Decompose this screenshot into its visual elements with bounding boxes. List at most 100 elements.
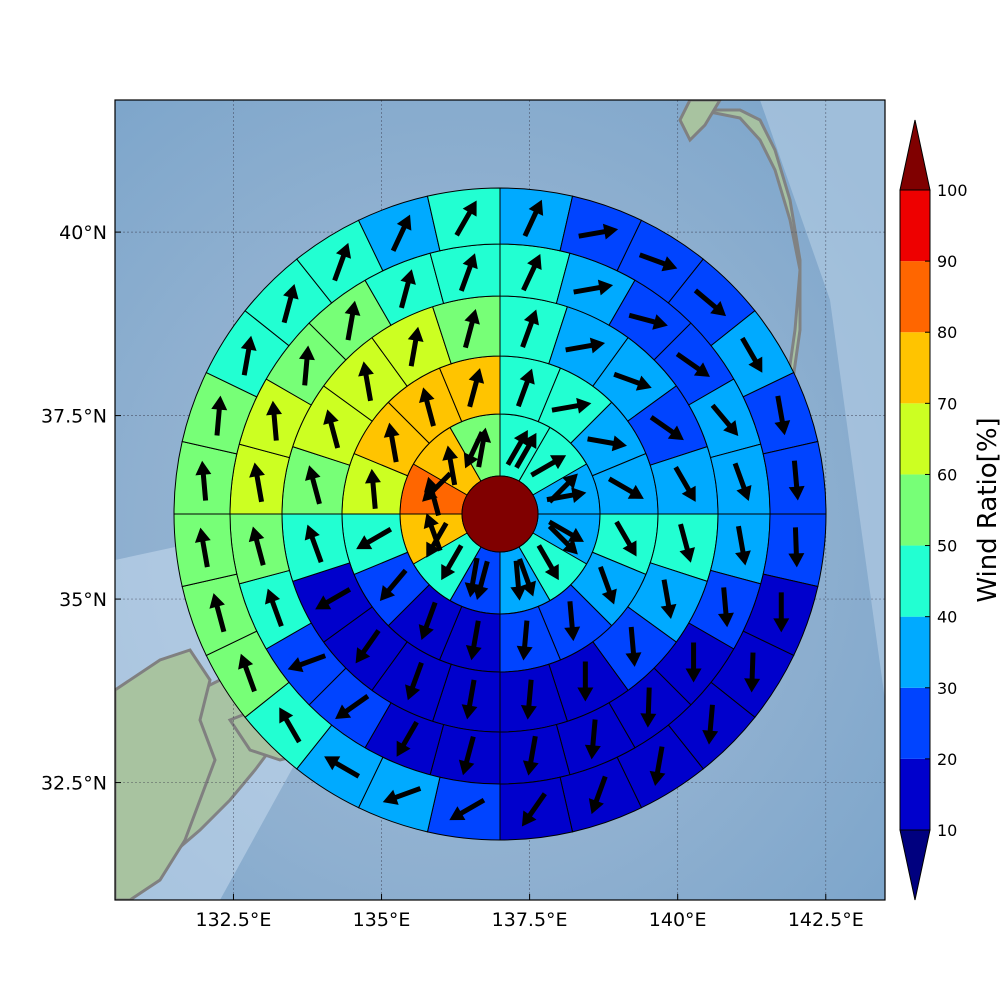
- wind-arrow-shape: [547, 524, 578, 555]
- wind-arrow-shape: [238, 653, 257, 693]
- wind-arrow: [475, 427, 492, 468]
- wind-arrow: [396, 720, 419, 757]
- wind-arrow-shape: [195, 460, 212, 501]
- wind-arrow: [710, 403, 739, 436]
- wind-arrow: [248, 526, 266, 566]
- wind-arrow: [332, 242, 352, 282]
- wind-arrow-shape: [505, 430, 528, 466]
- x-tick-label: 137.5°E: [492, 909, 568, 931]
- wind-arrow: [423, 513, 443, 552]
- wind-arrow-shape: [323, 409, 341, 449]
- wind-arrow-shape: [454, 200, 477, 237]
- sector-cell: [499, 187, 574, 252]
- wind-arrow-shape: [578, 223, 619, 240]
- colorbar-tick-label: 30: [937, 679, 957, 698]
- colorbar-segment: [900, 261, 930, 333]
- wind-arrow: [323, 409, 341, 449]
- wind-arrow: [467, 368, 485, 408]
- wind-arrow: [649, 746, 666, 787]
- wind-arrow-shape: [475, 427, 492, 468]
- wind-arrow-shape: [405, 661, 424, 701]
- wind-arrow-shape: [265, 588, 284, 628]
- wind-arrow-shape: [465, 620, 482, 661]
- wind-arrow-shape: [520, 309, 539, 348]
- wind-arrow: [577, 661, 594, 702]
- colorbar-under-triangle: [899, 829, 931, 901]
- wind-arrow: [458, 735, 476, 776]
- wind-arrow: [265, 588, 284, 628]
- wind-arrow-shape: [298, 345, 315, 386]
- wind-arrow-shape: [551, 397, 592, 414]
- wind-arrow: [516, 620, 533, 661]
- wind-arrow-shape: [520, 679, 537, 720]
- y-tick-label: 40°N: [59, 222, 107, 244]
- wind-arrow: [521, 792, 547, 827]
- wind-arrow: [678, 523, 695, 563]
- wind-arrow-shape: [640, 687, 657, 728]
- wind-arrow: [465, 620, 482, 661]
- wind-arrow: [660, 579, 677, 620]
- wind-arrow: [383, 422, 400, 463]
- wind-arrow-shape: [607, 476, 644, 499]
- wind-arrow: [510, 560, 527, 601]
- colorbar-tick-label: 10: [937, 821, 957, 840]
- wind-arrow: [588, 775, 608, 815]
- wind-arrow-shape: [472, 560, 490, 600]
- wind-arrow-shape: [774, 395, 791, 436]
- wind-arrow-shape: [522, 199, 544, 238]
- wind-arrow-shape: [522, 735, 539, 776]
- wind-arrows: [194, 199, 805, 827]
- wind-arrow-shape: [423, 513, 443, 552]
- x-tick-label: 132.5°E: [196, 909, 272, 931]
- wind-arrow: [344, 300, 361, 341]
- wind-arrow: [442, 445, 459, 486]
- wind-arrow-shape: [510, 560, 527, 601]
- wind-arrow: [564, 601, 581, 642]
- wind-arrow-shape: [573, 279, 614, 296]
- wind-arrow: [744, 652, 761, 693]
- colorbar-segment: [900, 545, 930, 617]
- wind-arrow: [266, 400, 283, 441]
- wind-arrow-shape: [332, 242, 352, 282]
- wind-arrow-shape: [287, 653, 327, 673]
- y-tick-label: 32.5°N: [41, 773, 107, 795]
- shallow-water-shade: [620, 100, 885, 700]
- wind-arrow: [788, 527, 805, 568]
- wind-arrow: [281, 283, 299, 324]
- wind-arrow-shape: [324, 756, 361, 779]
- wind-arrow: [522, 199, 544, 238]
- wind-arrow: [419, 387, 436, 427]
- wind-arrow: [356, 527, 393, 550]
- wind-arrow: [382, 786, 422, 805]
- wind-arrow-shape: [625, 626, 642, 667]
- wind-arrow: [505, 430, 528, 466]
- wind-arrow: [424, 476, 441, 517]
- wind-arrow: [625, 626, 642, 667]
- wind-arrow-shape: [449, 797, 486, 821]
- wind-arrow: [717, 587, 734, 628]
- colorbar-tick-label: 40: [937, 608, 957, 627]
- wind-arrow: [614, 520, 637, 557]
- wind-arrow-shape: [564, 601, 581, 642]
- wind-arrow: [418, 601, 438, 641]
- colorbar-tick-label: 70: [937, 394, 957, 413]
- wind-arrow-shape: [211, 395, 228, 436]
- wind-arrow: [240, 335, 257, 376]
- wind-arrow-shape: [735, 525, 751, 566]
- wind-arrow: [195, 460, 212, 501]
- colorbar-tick-label: 80: [937, 323, 957, 342]
- y-tick-label: 37.5°N: [41, 406, 107, 428]
- wind-arrow: [638, 252, 678, 272]
- wind-arrow: [536, 544, 559, 581]
- wind-arrow-shape: [399, 269, 416, 309]
- map-frame: [114, 99, 886, 901]
- wind-arrow-shape: [548, 519, 584, 542]
- y-tick-label: 35°N: [59, 589, 107, 611]
- wind-arrow-shape: [628, 312, 668, 330]
- wind-arrow-shape: [614, 520, 637, 557]
- wind-arrow-shape: [530, 455, 567, 478]
- colorbar-tick-label: 20: [937, 750, 957, 769]
- wind-arrow-shape: [396, 720, 419, 757]
- wind-arrow-shape: [673, 466, 696, 502]
- wind-arrow-shape: [710, 403, 739, 436]
